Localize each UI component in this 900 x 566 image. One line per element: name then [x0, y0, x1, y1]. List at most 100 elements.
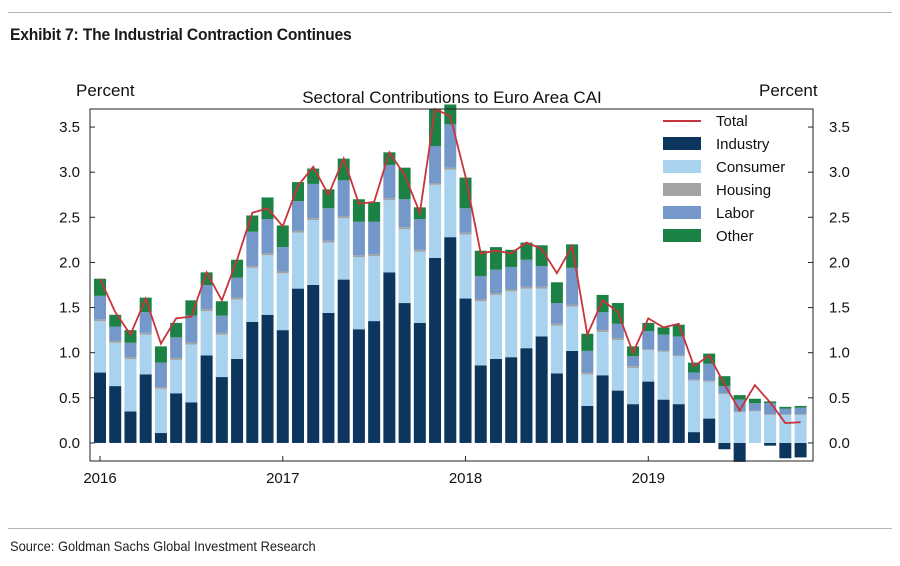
bar-labor-2018-02 — [474, 275, 487, 300]
bar-consumer-2018-05 — [520, 288, 533, 349]
bar-consumer-2018-01 — [459, 234, 472, 299]
bar-industry-2019-06 — [718, 442, 731, 450]
bar-labor-2017-04 — [322, 208, 335, 241]
bar-labor-2018-09 — [581, 350, 594, 373]
bar-consumer-2017-01 — [276, 273, 289, 331]
y-tick-label-left-0: 0.0 — [59, 435, 80, 452]
bar-consumer-2016-12 — [261, 255, 274, 315]
bar-industry-2017-04 — [322, 312, 335, 443]
bar-labor-2018-11 — [611, 323, 624, 339]
bar-housing-2016-01 — [94, 319, 106, 322]
bar-consumer-2019-08 — [748, 411, 761, 443]
bar-other-2016-02 — [109, 314, 122, 327]
bar-consumer-2016-07 — [185, 344, 198, 403]
bar-other-2017-11 — [429, 109, 442, 147]
legend-labor-swatch — [663, 206, 701, 219]
bar-housing-2017-02 — [291, 230, 304, 233]
bar-housing-2017-11 — [429, 183, 442, 185]
bar-labor-2017-06 — [352, 221, 365, 256]
bar-industry-2018-02 — [474, 365, 487, 443]
bar-labor-2017-12 — [444, 124, 457, 168]
y-axis-label-left: Percent — [76, 81, 135, 100]
bar-industry-2016-06 — [170, 393, 183, 443]
bar-consumer-2019-02 — [657, 351, 670, 400]
bar-labor-2016-06 — [170, 337, 183, 359]
bar-housing-2018-04 — [505, 289, 518, 292]
bar-consumer-2018-12 — [627, 368, 640, 405]
bar-industry-2018-07 — [550, 373, 563, 443]
bar-consumer-2018-04 — [505, 291, 518, 358]
bar-other-2017-02 — [291, 182, 304, 202]
bar-other-2016-06 — [170, 322, 183, 338]
bar-other-2019-06 — [718, 376, 731, 387]
y-tick-label-left-5: 2.5 — [59, 209, 80, 226]
legend-consumer-swatch — [663, 160, 701, 173]
bar-other-2016-11 — [246, 215, 259, 232]
bar-housing-2019-08 — [748, 410, 761, 412]
bar-consumer-2019-06 — [718, 394, 731, 443]
bar-industry-2017-02 — [291, 288, 304, 443]
bar-consumer-2018-10 — [596, 331, 609, 376]
chart-title: Sectoral Contributions to Euro Area CAI — [302, 88, 602, 107]
bar-consumer-2017-12 — [444, 169, 457, 238]
bar-industry-2018-08 — [566, 350, 579, 443]
total-line — [99, 107, 801, 425]
bar-housing-2017-06 — [352, 255, 365, 258]
bar-housing-2019-03 — [672, 355, 685, 357]
bar-housing-2019-01 — [642, 349, 655, 350]
bar-labor-2019-06 — [718, 386, 731, 394]
bar-other-2019-10 — [779, 406, 792, 409]
bar-industry-2016-03 — [124, 411, 137, 443]
bar-industry-2017-05 — [337, 279, 350, 443]
bar-other-2017-06 — [352, 199, 365, 222]
y-tick-label-left-2: 1.0 — [59, 345, 80, 362]
y-tick-label-right-5: 2.5 — [829, 209, 850, 226]
y-tick-label-left-4: 2.0 — [59, 254, 80, 271]
legend-label-labor: Labor — [716, 205, 754, 222]
bar-consumer-2016-11 — [246, 267, 259, 322]
bar-industry-2017-09 — [398, 303, 411, 443]
bar-housing-2016-10 — [231, 297, 244, 300]
legend-label-other: Other — [716, 228, 754, 245]
bar-other-2019-11 — [794, 405, 807, 408]
bar-labor-2019-03 — [672, 336, 685, 356]
bar-other-2017-09 — [398, 167, 411, 200]
bar-other-2019-08 — [748, 398, 761, 404]
bar-industry-2018-06 — [535, 336, 548, 443]
bar-consumer-2019-05 — [703, 381, 716, 419]
bar-consumer-2016-03 — [124, 359, 137, 412]
bar-other-2018-09 — [581, 333, 594, 351]
bar-housing-2016-02 — [109, 340, 122, 343]
bar-labor-2017-05 — [337, 180, 350, 217]
bar-other-2019-04 — [687, 362, 700, 373]
bar-labor-2016-07 — [185, 315, 198, 343]
y-tick-label-right-4: 2.0 — [829, 254, 850, 271]
bar-industry-2016-12 — [261, 314, 274, 443]
bar-consumer-2018-08 — [566, 306, 579, 351]
bar-labor-2019-05 — [703, 363, 716, 381]
bar-industry-2018-11 — [611, 390, 624, 443]
bars-layer — [94, 104, 807, 462]
bar-industry-2019-03 — [672, 404, 685, 443]
bar-labor-2017-11 — [429, 146, 442, 184]
bar-industry-2019-11 — [794, 442, 807, 458]
bar-housing-2017-01 — [276, 271, 289, 274]
bar-labor-2016-11 — [246, 231, 259, 267]
bar-other-2017-01 — [276, 225, 289, 248]
legend-other-swatch — [663, 229, 701, 242]
bar-housing-2018-11 — [611, 338, 624, 341]
y-tick-label-left-6: 3.0 — [59, 164, 80, 181]
bar-consumer-2017-04 — [322, 242, 335, 313]
bar-other-2016-05 — [154, 346, 167, 363]
bar-labor-2018-05 — [520, 259, 533, 287]
bar-consumer-2018-09 — [581, 374, 594, 406]
bar-consumer-2016-10 — [231, 299, 244, 360]
y-tick-label-right-3: 1.5 — [829, 300, 850, 317]
bar-other-2018-07 — [550, 282, 563, 304]
bar-industry-2016-05 — [154, 433, 167, 443]
bar-labor-2019-09 — [764, 403, 777, 415]
bar-housing-2016-11 — [246, 266, 259, 268]
top-rule — [8, 12, 892, 13]
bar-housing-2017-08 — [383, 198, 396, 201]
bar-industry-2017-11 — [429, 257, 442, 443]
